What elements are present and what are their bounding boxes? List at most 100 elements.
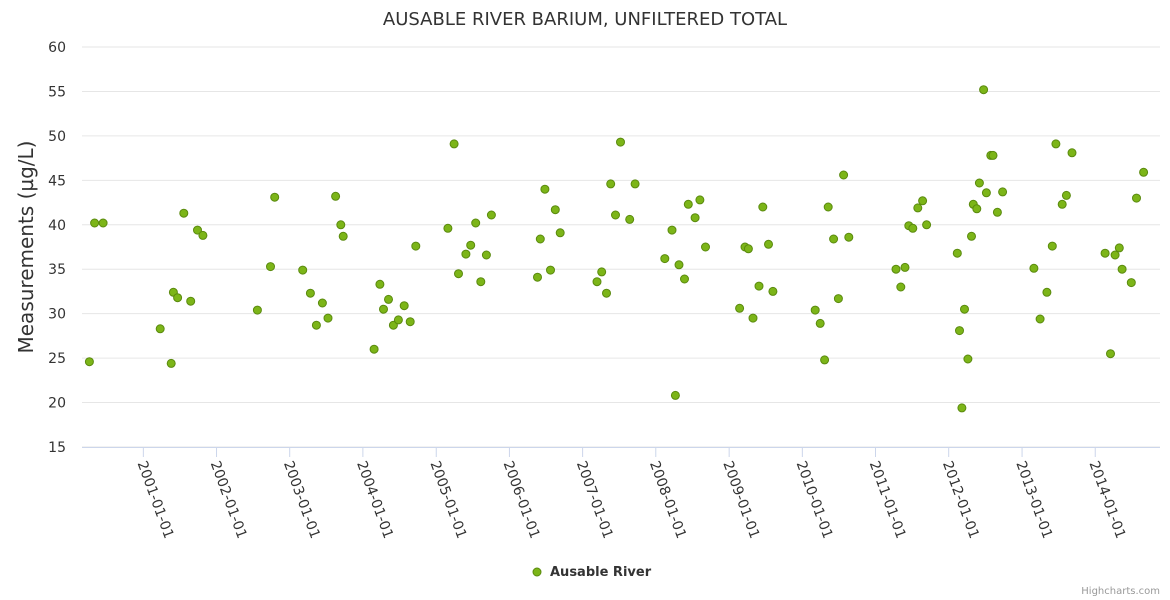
- data-point[interactable]: [952, 248, 962, 258]
- data-point[interactable]: [1110, 250, 1120, 260]
- data-point[interactable]: [1057, 199, 1067, 209]
- data-point[interactable]: [1051, 139, 1061, 149]
- data-point[interactable]: [957, 403, 967, 413]
- data-point[interactable]: [768, 286, 778, 296]
- data-point[interactable]: [1117, 264, 1127, 274]
- data-point[interactable]: [833, 294, 843, 304]
- data-point[interactable]: [461, 249, 471, 259]
- data-point[interactable]: [922, 220, 932, 230]
- data-point[interactable]: [1132, 193, 1141, 203]
- data-point[interactable]: [399, 301, 409, 311]
- data-point[interactable]: [1061, 190, 1071, 200]
- data-point[interactable]: [1139, 167, 1149, 177]
- data-point[interactable]: [690, 213, 700, 223]
- data-point[interactable]: [823, 202, 833, 212]
- data-point[interactable]: [1106, 349, 1115, 359]
- data-point[interactable]: [90, 218, 100, 228]
- legend-marker-icon[interactable]: [532, 567, 542, 577]
- data-point[interactable]: [540, 184, 550, 194]
- data-point[interactable]: [179, 208, 189, 218]
- data-point[interactable]: [913, 203, 923, 213]
- data-point[interactable]: [963, 354, 973, 364]
- data-point[interactable]: [305, 288, 315, 298]
- data-point[interactable]: [155, 324, 165, 334]
- data-point[interactable]: [974, 178, 984, 188]
- data-point[interactable]: [602, 288, 611, 298]
- data-point[interactable]: [1067, 148, 1077, 158]
- data-point[interactable]: [695, 195, 705, 205]
- data-point[interactable]: [173, 293, 183, 303]
- data-point[interactable]: [555, 228, 565, 238]
- data-point[interactable]: [252, 305, 262, 315]
- data-point[interactable]: [1114, 243, 1124, 253]
- data-point[interactable]: [546, 265, 555, 275]
- data-point[interactable]: [186, 296, 196, 306]
- data-point[interactable]: [981, 188, 991, 198]
- data-point[interactable]: [1047, 241, 1057, 251]
- data-point[interactable]: [891, 264, 901, 274]
- data-point[interactable]: [972, 204, 982, 214]
- data-point[interactable]: [743, 244, 753, 254]
- data-point[interactable]: [405, 317, 415, 327]
- data-point[interactable]: [323, 313, 333, 323]
- data-point[interactable]: [597, 267, 607, 277]
- data-point[interactable]: [375, 279, 385, 289]
- data-point[interactable]: [535, 234, 545, 244]
- data-point[interactable]: [270, 192, 280, 202]
- data-point[interactable]: [476, 277, 486, 287]
- data-point[interactable]: [533, 272, 542, 282]
- data-point[interactable]: [967, 231, 976, 241]
- data-point[interactable]: [379, 304, 388, 314]
- data-point[interactable]: [369, 344, 379, 354]
- data-point[interactable]: [988, 150, 998, 160]
- data-point[interactable]: [810, 305, 820, 315]
- data-point[interactable]: [198, 230, 208, 240]
- data-point[interactable]: [758, 202, 768, 212]
- data-point[interactable]: [918, 196, 928, 206]
- data-point[interactable]: [670, 390, 680, 400]
- data-point[interactable]: [393, 315, 403, 325]
- data-point[interactable]: [411, 241, 421, 251]
- data-point[interactable]: [660, 254, 670, 264]
- data-point[interactable]: [611, 210, 620, 220]
- data-point[interactable]: [338, 231, 348, 241]
- data-point[interactable]: [667, 225, 677, 235]
- data-point[interactable]: [592, 277, 602, 287]
- data-point[interactable]: [454, 269, 463, 279]
- data-point[interactable]: [754, 281, 764, 291]
- data-point[interactable]: [674, 260, 684, 270]
- data-point[interactable]: [630, 179, 640, 189]
- data-point[interactable]: [1035, 314, 1045, 324]
- data-point[interactable]: [1126, 278, 1136, 288]
- legend-item-label[interactable]: Ausable River: [550, 565, 652, 580]
- data-point[interactable]: [955, 326, 964, 336]
- data-point[interactable]: [960, 304, 969, 314]
- legend[interactable]: Ausable River: [532, 565, 652, 580]
- data-point[interactable]: [764, 239, 773, 249]
- data-point[interactable]: [839, 170, 849, 180]
- data-point[interactable]: [625, 214, 635, 224]
- data-point[interactable]: [266, 262, 275, 272]
- data-point[interactable]: [998, 187, 1008, 197]
- data-point[interactable]: [680, 274, 689, 284]
- data-point[interactable]: [844, 232, 854, 242]
- data-point[interactable]: [683, 199, 693, 209]
- data-point[interactable]: [481, 250, 491, 260]
- data-point[interactable]: [486, 210, 496, 220]
- data-point[interactable]: [820, 355, 830, 365]
- data-point[interactable]: [1042, 287, 1052, 297]
- data-point[interactable]: [616, 137, 625, 147]
- data-point[interactable]: [992, 207, 1002, 217]
- data-point[interactable]: [815, 318, 825, 328]
- data-point[interactable]: [979, 85, 989, 95]
- data-point[interactable]: [84, 357, 94, 367]
- data-point[interactable]: [900, 262, 910, 272]
- credits-link[interactable]: Highcharts.com: [1081, 586, 1160, 597]
- data-point[interactable]: [336, 220, 346, 230]
- data-point[interactable]: [317, 298, 327, 308]
- data-point[interactable]: [735, 303, 745, 313]
- data-point[interactable]: [606, 179, 616, 189]
- data-point[interactable]: [443, 223, 453, 233]
- data-point[interactable]: [829, 234, 839, 244]
- data-point[interactable]: [466, 240, 476, 250]
